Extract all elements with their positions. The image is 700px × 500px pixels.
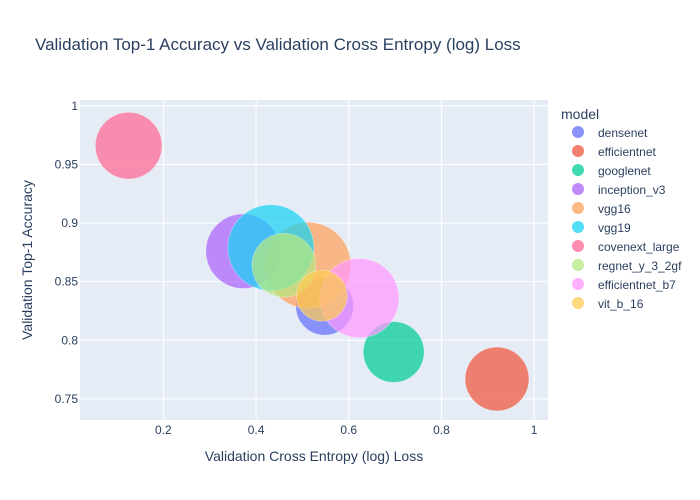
legend-marker bbox=[572, 126, 584, 138]
legend-item-efficientnet[interactable]: efficientnet bbox=[572, 145, 656, 159]
x-axis-label: Validation Cross Entropy (log) Loss bbox=[205, 448, 423, 464]
legend-item-vit-b-16[interactable]: vit_b_16 bbox=[572, 297, 644, 311]
legend-marker bbox=[572, 183, 584, 195]
legend-marker bbox=[572, 259, 584, 271]
y-tick-label: 0.9 bbox=[61, 216, 78, 230]
legend-label: covenext_large bbox=[598, 240, 680, 254]
x-tick-label: 0.2 bbox=[155, 423, 172, 437]
legend-label: densenet bbox=[598, 126, 648, 140]
legend-item-vgg19[interactable]: vgg19 bbox=[572, 221, 631, 235]
legend: model densenet efficientnet googlenet incep… bbox=[561, 106, 682, 311]
legend-label: vgg16 bbox=[598, 202, 631, 216]
legend-label: googlenet bbox=[598, 164, 651, 178]
legend-marker bbox=[572, 145, 584, 157]
bubble-googlenet[interactable] bbox=[362, 321, 425, 383]
legend-label: inception_v3 bbox=[598, 183, 666, 197]
legend-title: model bbox=[561, 106, 599, 122]
bubble-vit-b-16[interactable] bbox=[296, 269, 348, 322]
y-tick-label: 1 bbox=[71, 99, 78, 113]
bubble-covenext-large[interactable] bbox=[94, 112, 163, 180]
legend-items: densenet efficientnet googlenet inception_v… bbox=[572, 126, 682, 311]
y-tick-label: 0.75 bbox=[55, 392, 79, 406]
legend-item-inception-v3[interactable]: inception_v3 bbox=[572, 183, 666, 197]
legend-label: efficientnet_b7 bbox=[598, 278, 676, 292]
legend-label: regnet_y_3_2gf bbox=[598, 259, 682, 273]
y-tick-label: 0.85 bbox=[55, 275, 79, 289]
y-axis-label: Validation Top-1 Accuracy bbox=[19, 180, 35, 340]
legend-item-efficientnet-b7[interactable]: efficientnet_b7 bbox=[572, 278, 676, 292]
x-tick-label: 1 bbox=[531, 423, 538, 437]
y-tick-label: 0.95 bbox=[55, 157, 79, 171]
legend-item-vgg16[interactable]: vgg16 bbox=[572, 202, 631, 216]
x-tick-label: 0.8 bbox=[433, 423, 450, 437]
legend-marker bbox=[572, 297, 584, 309]
x-tick-label: 0.6 bbox=[340, 423, 357, 437]
legend-label: efficientnet bbox=[598, 145, 656, 159]
bubble-regnet-y-3-2gf[interactable] bbox=[251, 232, 317, 298]
legend-marker bbox=[572, 164, 584, 176]
bubble-layer bbox=[94, 112, 530, 412]
x-tick-label: 0.4 bbox=[248, 423, 265, 437]
legend-item-densenet[interactable]: densenet bbox=[572, 126, 648, 140]
legend-label: vit_b_16 bbox=[598, 297, 644, 311]
chart-title: Validation Top-1 Accuracy vs Validation … bbox=[35, 35, 521, 54]
tick-labels: 0.2 0.4 0.6 0.8 1 0.75 0.8 0.85 0.9 0.95 1 bbox=[55, 99, 538, 437]
y-tick-label: 0.8 bbox=[61, 333, 78, 347]
legend-label: vgg19 bbox=[598, 221, 631, 235]
legend-marker bbox=[572, 278, 584, 290]
legend-marker bbox=[572, 240, 584, 252]
legend-item-covenext-large[interactable]: covenext_large bbox=[572, 240, 680, 254]
legend-marker bbox=[572, 202, 584, 214]
bubble-efficientnet[interactable] bbox=[464, 346, 530, 412]
legend-item-regnet-y-3-2gf[interactable]: regnet_y_3_2gf bbox=[572, 259, 682, 273]
legend-marker bbox=[572, 221, 584, 233]
legend-item-googlenet[interactable]: googlenet bbox=[572, 164, 651, 178]
